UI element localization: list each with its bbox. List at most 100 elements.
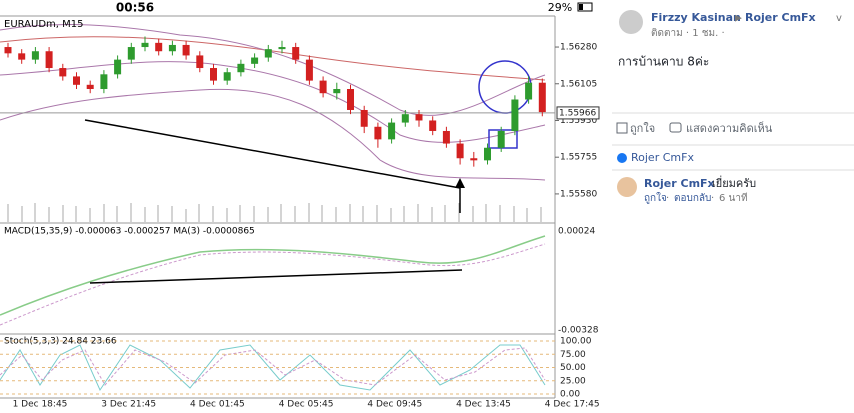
candle-body	[511, 99, 519, 131]
post-text: การบ้านคาบ 8ค่ะ	[618, 55, 709, 69]
x-tick-label: 4 Dec 13:45	[456, 400, 511, 410]
macd-line	[0, 235, 546, 316]
candle-body	[442, 130, 450, 144]
macd-signal	[0, 243, 546, 326]
battery-level	[579, 4, 583, 10]
candle-body	[45, 51, 53, 69]
clock: 00:56	[116, 1, 154, 15]
stoch-tick-label: 25.00	[560, 376, 586, 386]
y-tick-label: 1.56105	[560, 79, 597, 89]
avatar	[619, 10, 643, 34]
candle-body	[374, 126, 382, 140]
x-tick-label: 4 Dec 01:45	[190, 400, 245, 410]
candle-body	[278, 47, 286, 50]
candle-body	[210, 68, 217, 81]
candle-body	[305, 59, 313, 81]
like-button[interactable]: ถูกใจ	[630, 122, 655, 135]
macd-tick: 0.00024	[558, 227, 595, 237]
candle-body	[86, 84, 94, 90]
stoch-k	[0, 344, 546, 392]
stoch-tick-label: 100.00	[560, 337, 592, 347]
comment-like[interactable]: ถูกใจ	[644, 192, 667, 204]
candle-body	[31, 51, 39, 60]
current-price-box	[556, 106, 600, 120]
highlight-box	[488, 129, 518, 149]
candle-body	[497, 130, 505, 148]
sep: ·	[711, 193, 714, 204]
current-price-label: 1.55966	[559, 108, 596, 118]
chart-marks: 1.56280 1.56105 1.55930 1.55755 1.55580 1.559…	[0, 36, 600, 410]
candle-body	[525, 82, 533, 100]
candle-body	[347, 89, 354, 110]
menu[interactable]: v	[836, 13, 842, 24]
ma-line	[0, 36, 546, 81]
candle-body	[73, 76, 80, 85]
x-tick-label: 1 Dec 18:45	[13, 400, 68, 410]
candle-body	[18, 53, 26, 60]
candle-body	[127, 47, 135, 60]
stoch-tick-label: 75.00	[560, 350, 586, 360]
comment-icon	[669, 122, 682, 133]
candle-body	[168, 44, 176, 52]
volume-bars	[7, 203, 542, 222]
candle-body	[264, 49, 272, 58]
candle-body	[4, 47, 12, 54]
trendline	[84, 119, 461, 189]
candle-body	[484, 147, 491, 161]
comment-reply[interactable]: ตอบกลับ	[674, 193, 711, 204]
comment-time: 6 นาที	[719, 192, 748, 204]
bollinger-lower	[0, 88, 546, 181]
candle-body	[114, 59, 122, 75]
comment-text: เยี่ยมครับ	[712, 175, 756, 190]
y-tick-label: 1.55580	[560, 189, 597, 199]
stoch-tick-label: 50.00	[560, 363, 586, 373]
y-tick-label: 1.55930	[560, 116, 597, 126]
stoch-tick-label: 0.00	[560, 390, 580, 400]
candle-body	[388, 122, 396, 140]
y-tick-label: 1.56280	[560, 43, 597, 53]
battery-icon	[577, 2, 593, 12]
x-tick-label: 4 Dec 09:45	[367, 400, 422, 410]
x-tick-label: 4 Dec 05:45	[279, 400, 334, 410]
candle-body	[223, 72, 231, 81]
chart-title: EURAUDm, M15	[4, 19, 84, 30]
candle-body	[333, 89, 341, 94]
meta: ติดตาม · 1 ชม. ·	[651, 28, 725, 39]
comment-author[interactable]: Rojer CmFx	[644, 177, 715, 190]
likers[interactable]: Rojer CmFx	[631, 151, 694, 164]
candle-body	[429, 120, 437, 131]
candle-body	[237, 63, 245, 73]
bollinger-mid	[0, 61, 546, 143]
candle-body	[538, 82, 546, 113]
like-badge	[617, 153, 627, 163]
macd-tick: -0.00328	[558, 326, 599, 336]
sep: ·	[666, 193, 669, 204]
comment-avatar	[617, 177, 637, 197]
comment-button[interactable]: แสดงความคิดเห็น	[686, 121, 773, 135]
macd-trendline	[89, 269, 463, 284]
stoch-d	[0, 347, 546, 386]
y-tick-label: 1.55755	[560, 153, 597, 163]
like-icon	[616, 122, 628, 134]
battery: 29%	[548, 1, 572, 14]
candle-body	[292, 47, 300, 60]
bollinger-upper	[0, 24, 546, 116]
post	[600, 0, 854, 409]
author[interactable]: Firzzy Kasinan	[651, 11, 741, 24]
x-tick-label: 4 Dec 17:45	[545, 400, 600, 410]
candle-body	[401, 114, 409, 123]
candle-body	[100, 74, 108, 90]
candle-body	[155, 42, 163, 52]
candle-body	[196, 55, 204, 69]
arrow-head	[455, 178, 465, 188]
target[interactable]: Rojer CmFx	[745, 11, 816, 24]
arrow-sep: ▶	[735, 14, 742, 24]
x-tick-label: 3 Dec 21:45	[101, 400, 156, 410]
candle-body	[360, 109, 368, 127]
candle-body	[182, 44, 190, 56]
candle-body	[141, 42, 149, 48]
candle-body	[456, 143, 464, 159]
macd-label: MACD(15,35,9) -0.000063 -0.000257 MA(3) …	[4, 227, 255, 237]
